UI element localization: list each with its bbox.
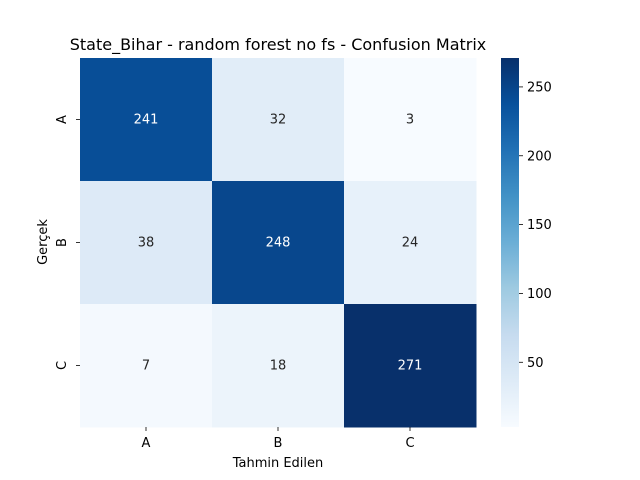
cell-value-label: 271 — [398, 359, 423, 374]
heatmap-cell — [212, 58, 345, 182]
cell-value-label: 32 — [270, 113, 287, 128]
heatmap-cell — [80, 58, 213, 182]
x-tick-label: B — [274, 436, 283, 451]
colorbar-tick-label: 200 — [527, 149, 552, 164]
cell-value-label: 7 — [142, 359, 150, 374]
heatmap-cell — [80, 181, 213, 305]
cell-annotations: 241 32 3 38 248 24 7 18 271 — [134, 113, 423, 374]
heatmap-cell — [212, 181, 345, 305]
y-tick-label: B — [55, 238, 70, 247]
heatmap-cell — [344, 304, 477, 428]
heatmap-cell — [344, 181, 477, 305]
cell-value-label: 241 — [134, 113, 159, 128]
y-tick-label: A — [55, 115, 70, 124]
cell-value-label: 3 — [406, 113, 414, 128]
x-axis: A B C — [142, 427, 415, 451]
cell-value-label: 248 — [266, 236, 291, 251]
colorbar-tick-label: 100 — [527, 287, 552, 302]
heatmap-cell — [344, 58, 477, 182]
colorbar: 50 100 150 200 250 — [501, 58, 552, 427]
x-tick-label: A — [142, 436, 151, 451]
heatmap-cell — [80, 304, 213, 428]
y-axis: A B C — [55, 115, 80, 370]
x-axis-label: Tahmin Edilen — [232, 456, 324, 471]
cell-value-label: 38 — [138, 236, 155, 251]
y-tick-label: C — [55, 361, 70, 370]
x-tick-label: C — [405, 436, 414, 451]
cell-value-label: 24 — [402, 236, 419, 251]
y-axis-label: Gerçek — [36, 219, 51, 265]
colorbar-tick-label: 50 — [527, 356, 544, 371]
colorbar-gradient — [501, 58, 519, 427]
colorbar-tick-label: 150 — [527, 218, 552, 233]
heatmap-cell — [212, 304, 345, 428]
colorbar-tick-label: 250 — [527, 80, 552, 95]
heatmap-cells — [80, 58, 477, 428]
cell-value-label: 18 — [270, 359, 287, 374]
chart-title: State_Bihar - random forest no fs - Conf… — [70, 35, 487, 55]
